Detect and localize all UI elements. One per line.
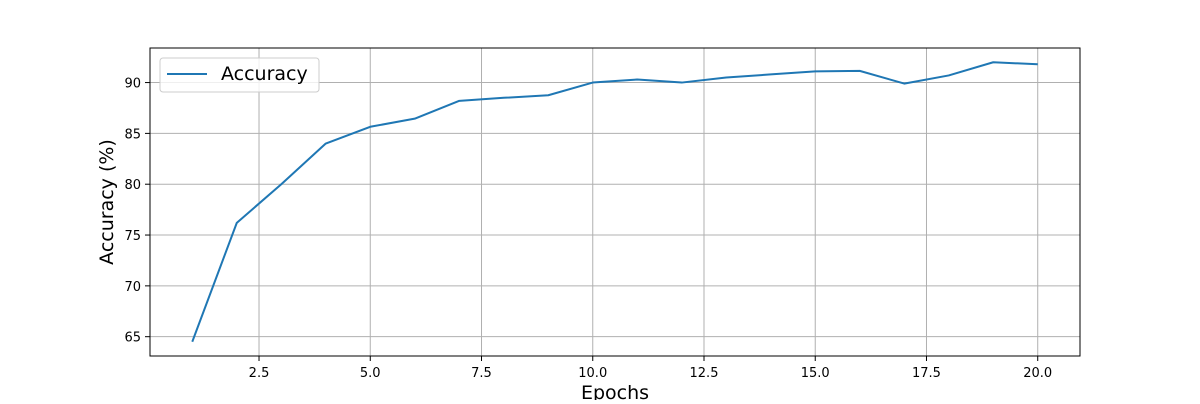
x-tick-label: 17.5	[912, 366, 941, 381]
y-tick-label: 80	[124, 178, 141, 193]
x-axis-label: Epochs	[581, 382, 649, 400]
x-tick-label: 10.0	[578, 366, 607, 381]
y-tick-label: 70	[124, 280, 141, 295]
series-line-accuracy	[191, 61, 1038, 343]
y-tick-label: 90	[124, 77, 141, 92]
y-tick-label: 85	[124, 127, 141, 142]
x-tick-label: 7.5	[471, 366, 492, 381]
y-axis-label: Accuracy (%)	[96, 139, 118, 265]
legend-label: Accuracy	[221, 63, 308, 85]
x-tick-label: 5.0	[360, 366, 381, 381]
legend-box	[159, 57, 320, 93]
legend: Accuracy	[159, 57, 320, 93]
x-tick-label: 15.0	[801, 366, 830, 381]
y-tick-label: 65	[124, 331, 141, 346]
series-layer	[191, 61, 1038, 343]
x-tick-label: 12.5	[690, 366, 719, 381]
x-tick-label: 2.5	[249, 366, 270, 381]
plot-frame	[149, 47, 1081, 357]
y-tick-label: 75	[124, 229, 141, 244]
x-tick-label: 20.0	[1023, 366, 1052, 381]
tick-layer: 2.5 5.0 7.5 10.0 12.5 15.0 17.5 20.0 65 70 75 80 85 9…	[124, 77, 1052, 381]
